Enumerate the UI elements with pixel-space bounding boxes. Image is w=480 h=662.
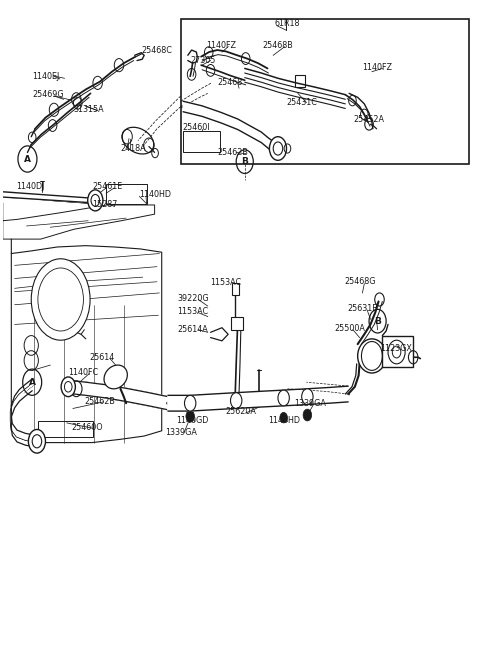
- Text: 25468B: 25468B: [263, 41, 294, 50]
- Text: 25468G: 25468G: [344, 277, 376, 286]
- Bar: [231, 316, 243, 330]
- Circle shape: [269, 136, 287, 160]
- Circle shape: [230, 393, 242, 408]
- Text: 61R18: 61R18: [274, 19, 300, 28]
- Circle shape: [280, 412, 288, 423]
- Text: 25620A: 25620A: [226, 407, 257, 416]
- Text: 25460O: 25460O: [72, 423, 103, 432]
- Text: 15287: 15287: [92, 201, 117, 209]
- Polygon shape: [183, 101, 276, 154]
- Bar: [383, 336, 413, 367]
- Circle shape: [186, 410, 194, 422]
- Ellipse shape: [358, 339, 386, 373]
- Text: 1140DJ: 1140DJ: [16, 182, 45, 191]
- Text: 25614A: 25614A: [178, 324, 208, 334]
- Text: B: B: [241, 157, 248, 166]
- Circle shape: [88, 190, 103, 211]
- Bar: [38, 421, 93, 438]
- Bar: [106, 184, 146, 204]
- Text: 1339GA: 1339GA: [295, 399, 326, 408]
- Text: B: B: [374, 316, 381, 326]
- Text: A: A: [29, 378, 36, 387]
- Text: 1140HD: 1140HD: [268, 416, 300, 426]
- Ellipse shape: [104, 365, 127, 389]
- Polygon shape: [12, 381, 42, 442]
- Circle shape: [31, 259, 90, 340]
- Text: 25461E: 25461E: [92, 182, 122, 191]
- Circle shape: [28, 430, 46, 453]
- Text: 2418A: 2418A: [120, 144, 146, 153]
- Text: 1140EJ: 1140EJ: [32, 71, 60, 81]
- Bar: [183, 132, 220, 152]
- Text: 25462B: 25462B: [217, 148, 248, 157]
- Polygon shape: [68, 380, 168, 410]
- Text: 27305: 27305: [190, 56, 216, 65]
- Circle shape: [301, 389, 313, 404]
- Text: 1339GA: 1339GA: [165, 428, 197, 437]
- Text: 25468C: 25468C: [141, 46, 172, 54]
- Bar: [295, 75, 305, 87]
- Text: 1140HD: 1140HD: [139, 190, 171, 199]
- Text: A: A: [24, 154, 31, 164]
- Circle shape: [303, 409, 312, 421]
- Text: 1153AC: 1153AC: [211, 278, 242, 287]
- Text: 25631B: 25631B: [347, 304, 378, 313]
- Text: 39220G: 39220G: [178, 294, 209, 303]
- Polygon shape: [3, 192, 96, 203]
- Text: 25614: 25614: [89, 354, 114, 362]
- Text: 1140GD: 1140GD: [176, 416, 208, 426]
- Circle shape: [61, 377, 75, 397]
- Text: 1140FZ: 1140FZ: [362, 63, 393, 71]
- Text: 1153AC: 1153AC: [178, 307, 208, 316]
- Bar: [180, 19, 469, 164]
- Polygon shape: [168, 386, 348, 411]
- Text: 1140FC: 1140FC: [68, 368, 98, 377]
- Text: 25468: 25468: [217, 78, 242, 87]
- Circle shape: [184, 395, 196, 411]
- Text: 31315A: 31315A: [73, 105, 104, 114]
- Text: 1123GX: 1123GX: [381, 344, 412, 354]
- Circle shape: [278, 390, 289, 406]
- Text: 25460I: 25460I: [182, 123, 210, 132]
- Text: 25500A: 25500A: [334, 324, 365, 333]
- Text: 1140FZ: 1140FZ: [206, 41, 236, 50]
- Bar: [232, 283, 239, 295]
- Text: 25462B: 25462B: [84, 397, 115, 406]
- Text: 25452A: 25452A: [353, 115, 384, 124]
- Text: 25469G: 25469G: [32, 90, 64, 99]
- Text: 25431C: 25431C: [287, 98, 317, 107]
